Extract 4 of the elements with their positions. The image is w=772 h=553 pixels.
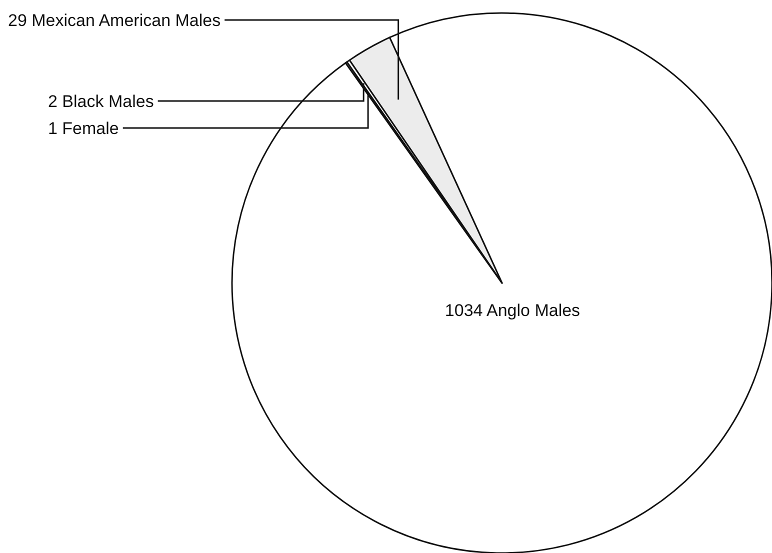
- slice-label: 1034 Anglo Males: [444, 300, 580, 320]
- slice-label: 1 Female: [48, 118, 119, 138]
- slice-label: 2 Black Males: [48, 92, 154, 111]
- slice-label: 29 Mexican American Males: [8, 10, 221, 30]
